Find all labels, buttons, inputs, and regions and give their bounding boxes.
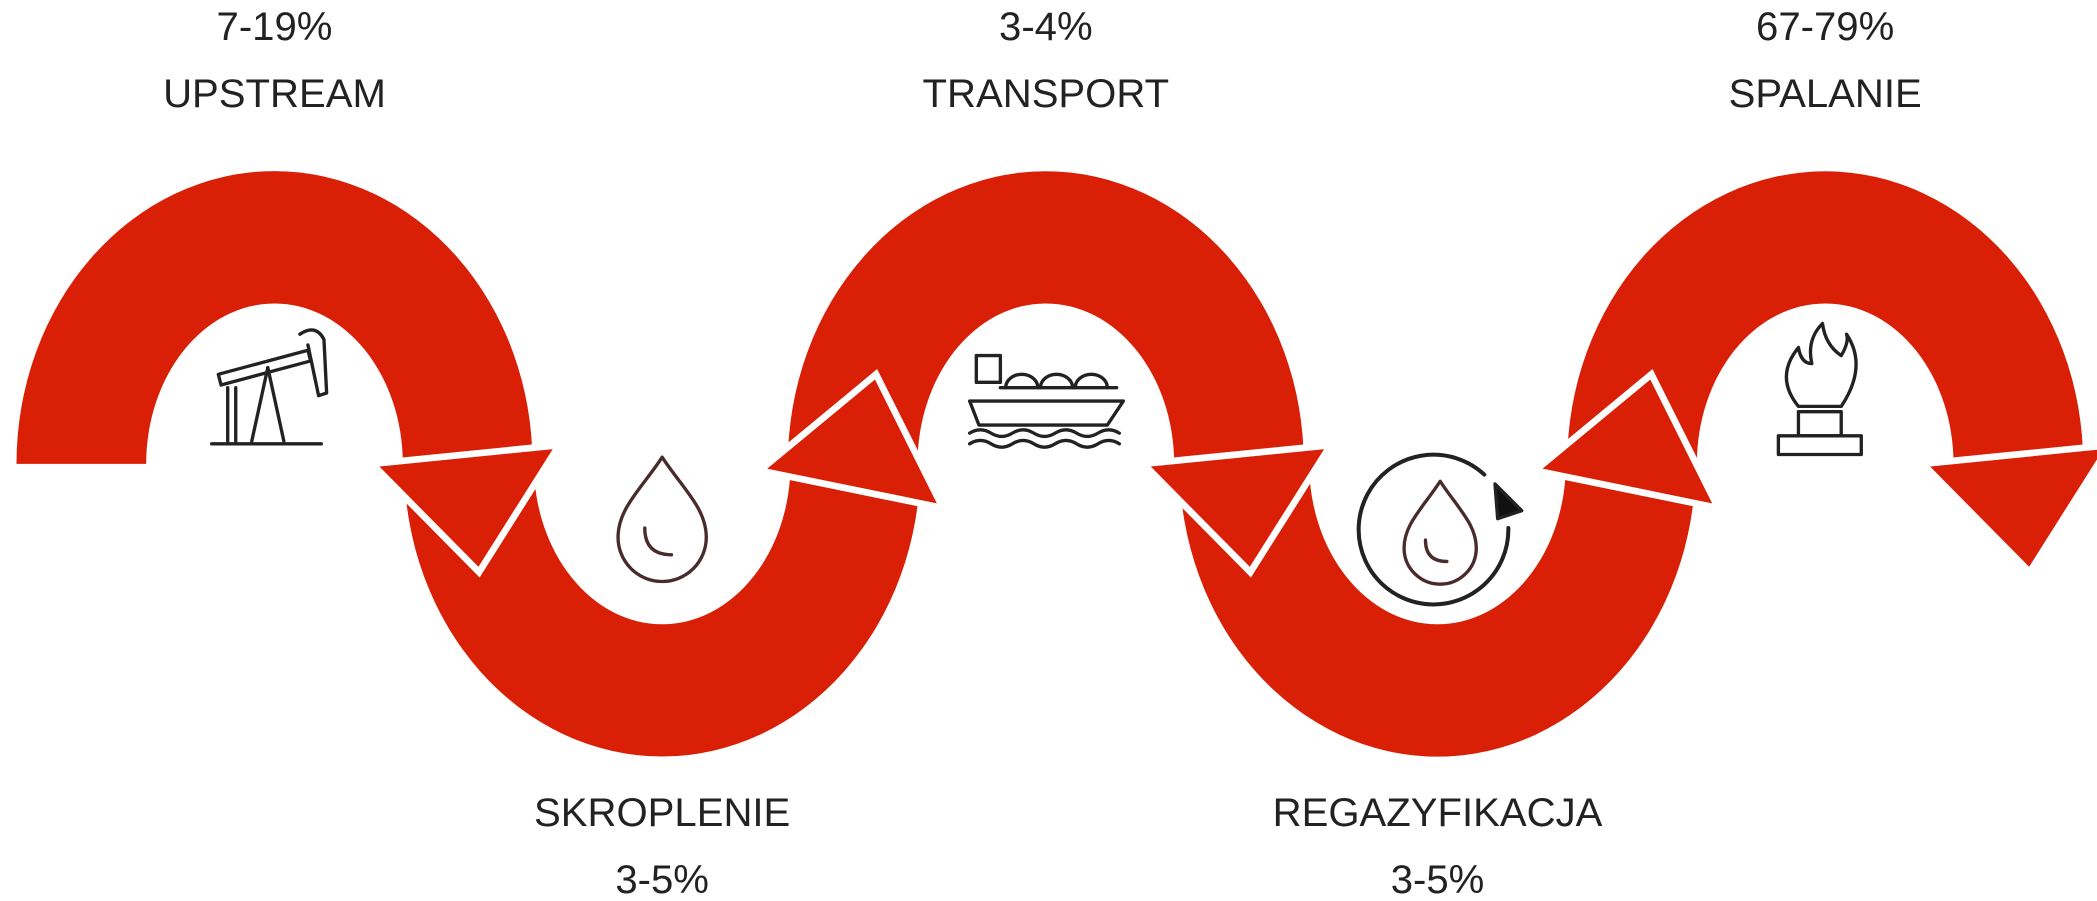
stage-share: 3-5% xyxy=(1391,858,1485,901)
trough-band xyxy=(404,463,921,757)
stage-share: 7-19% xyxy=(217,5,333,49)
stage-share: 3-4% xyxy=(999,5,1093,49)
regas-icon xyxy=(1356,452,1524,607)
stage-share: 3-5% xyxy=(615,858,709,901)
ship-icon xyxy=(967,353,1126,449)
stage-share: 67-79% xyxy=(1756,5,1894,49)
arch-band xyxy=(1567,171,2084,464)
arrowheads xyxy=(364,369,2097,578)
arrowhead xyxy=(364,441,566,578)
stage-labels: 7-19% UPSTREAM SKROPLENIE 3-5% 3-4% TRANSPORT… xyxy=(163,5,1922,901)
burner-icon xyxy=(1776,321,1863,457)
stage-label: SPALANIE xyxy=(1729,72,1922,116)
stage-label: UPSTREAM xyxy=(163,72,386,116)
arrowhead xyxy=(1136,441,1338,578)
arrowhead xyxy=(752,369,949,513)
stage-label: TRANSPORT xyxy=(923,72,1170,116)
arch-band xyxy=(16,171,533,464)
flow-bands xyxy=(16,171,2084,757)
arch-band xyxy=(787,171,1304,464)
stage-label: SKROPLENIE xyxy=(534,791,790,835)
pump-jack-icon xyxy=(209,328,329,446)
stage-label: REGAZYFIKACJA xyxy=(1273,791,1603,835)
droplet-icon xyxy=(616,455,708,584)
arrowhead xyxy=(1527,369,1725,513)
arrowhead xyxy=(1915,443,2097,578)
trough-band xyxy=(1179,463,1696,757)
